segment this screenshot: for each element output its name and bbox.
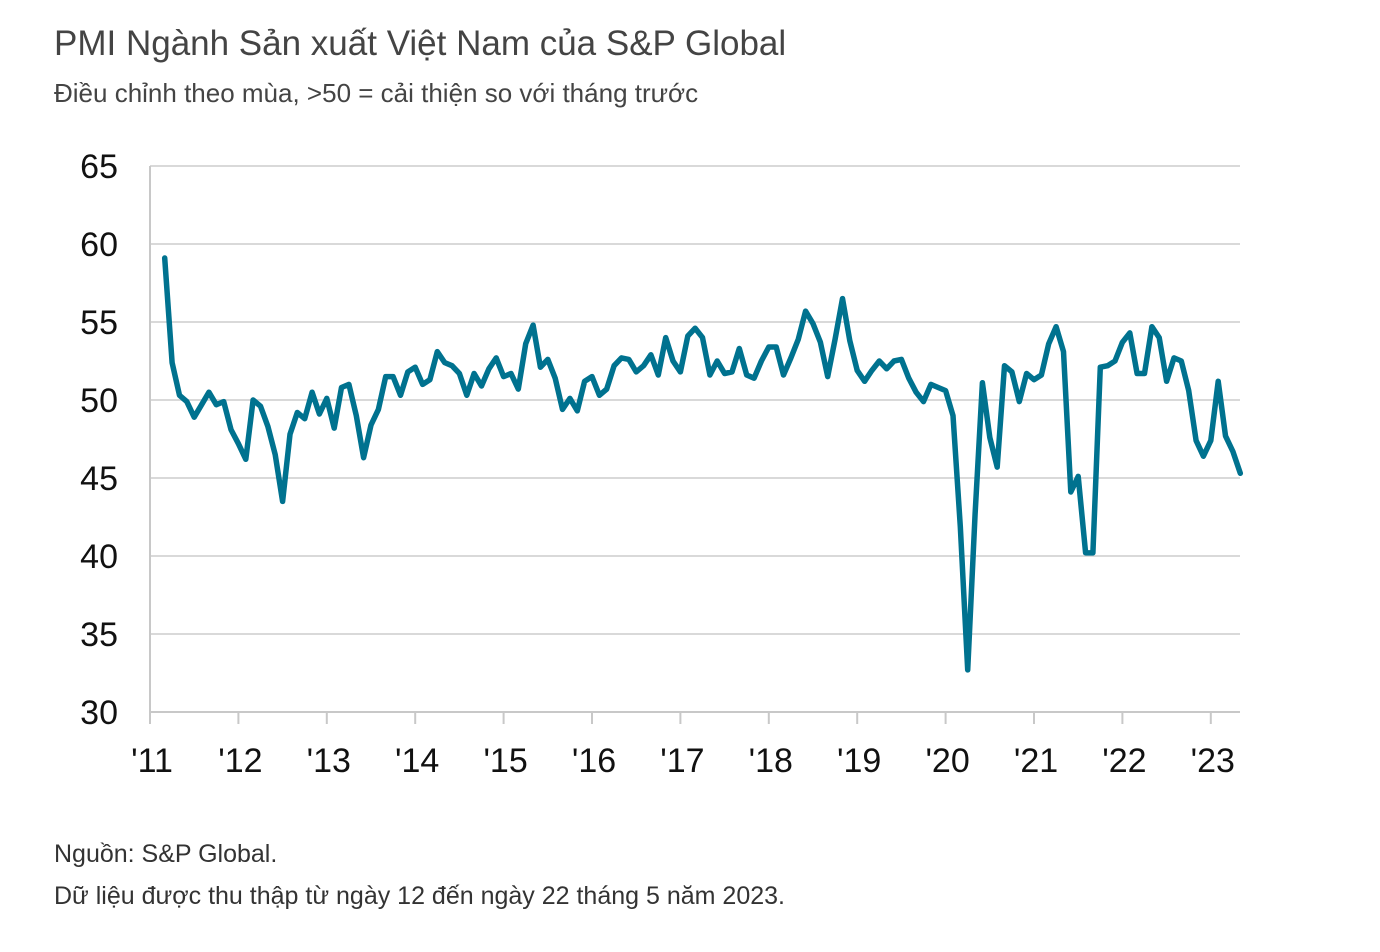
y-tick-label: 60 — [80, 226, 118, 264]
x-tick-label: '16 — [572, 742, 616, 780]
x-tick-label: '21 — [1014, 742, 1058, 780]
y-tick-label: 35 — [80, 616, 118, 654]
source-note: Nguồn: S&P Global. — [54, 840, 278, 868]
x-tick-label: '14 — [395, 742, 439, 780]
y-tick-label: 40 — [80, 538, 118, 576]
y-tick-label: 50 — [80, 382, 118, 420]
y-tick-label: 45 — [80, 460, 118, 498]
x-tick-label: '17 — [660, 742, 704, 780]
x-tick-label: '19 — [837, 742, 881, 780]
x-tick-label: '23 — [1191, 742, 1235, 780]
x-tick-label: '13 — [307, 742, 351, 780]
x-tick-label: '18 — [749, 742, 793, 780]
x-tick-label: '22 — [1102, 742, 1146, 780]
chart-title: PMI Ngành Sản xuất Việt Nam của S&P Glob… — [54, 24, 787, 63]
chart-subtitle: Điều chỉnh theo mùa, >50 = cải thiện so … — [54, 78, 699, 108]
x-tick-label: '20 — [925, 742, 969, 780]
x-tick-label: '11 — [131, 742, 173, 780]
collection-note: Dữ liệu được thu thập từ ngày 12 đến ngà… — [54, 882, 785, 910]
y-tick-label: 55 — [80, 304, 118, 342]
x-axis: '11 '12 '13 '14 '15 '16 '17 '18 '19 '20 '21 '22 '23 — [131, 711, 1240, 780]
y-tick-label: 65 — [80, 148, 118, 186]
grid-lines — [150, 165, 1240, 635]
y-tick-label: 30 — [80, 694, 118, 732]
x-tick-label: '12 — [218, 742, 262, 780]
y-axis: 65 60 55 50 45 40 35 30 — [80, 148, 151, 732]
x-tick-label: '15 — [483, 742, 527, 780]
pmi-series-line — [161, 255, 1244, 673]
